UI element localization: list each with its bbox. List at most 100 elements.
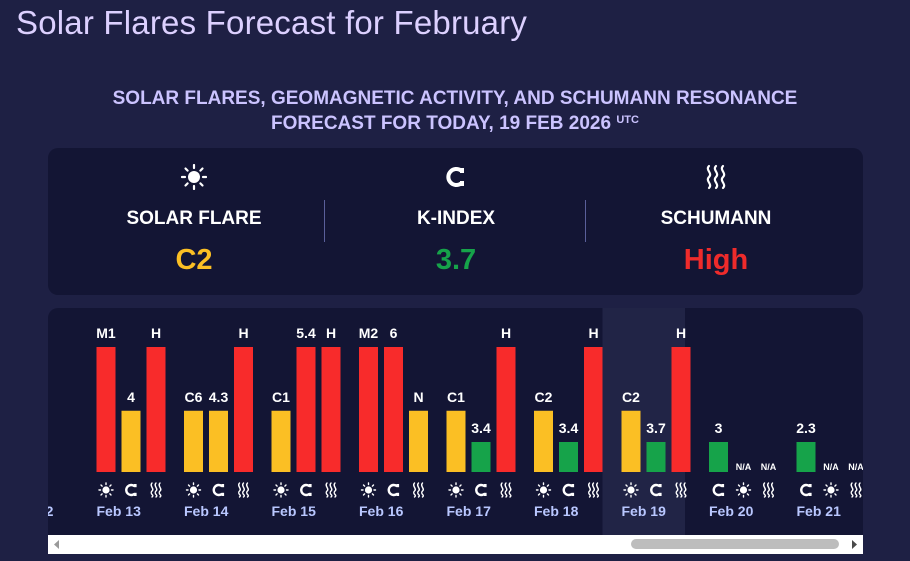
bar-kindex: [296, 347, 316, 472]
bar-value-label: C2: [535, 389, 553, 405]
bar-value-label: 4: [127, 389, 135, 405]
magnet-icon: [212, 483, 225, 497]
date-label: Feb 21: [797, 503, 842, 519]
bar-solar: [534, 410, 553, 472]
date-label: Feb 12: [48, 503, 54, 519]
bar-value-label: H: [326, 325, 336, 341]
waves-icon: [412, 482, 425, 498]
bar-value-label: 6: [390, 325, 398, 341]
waves-icon: [237, 482, 250, 498]
date-label: Feb 13: [97, 503, 142, 519]
k-index-stat: K-INDEX 3.7: [320, 148, 592, 295]
forecast-chart-svg: H Feb 12 M1 4 H Feb 13 C6 4.3 H Feb 14 C1 5.4 H Feb 1…: [48, 308, 863, 535]
k-index-label: K-INDEX: [416, 208, 496, 229]
today-highlight: [602, 308, 685, 535]
bar-schumann: [321, 347, 341, 472]
bar-value-label: H: [588, 325, 598, 341]
bar-solar: [446, 410, 466, 472]
bar-value-label: 3.4: [559, 420, 579, 436]
waves-icon: [325, 482, 337, 498]
bar-value-label: N/A: [848, 462, 863, 472]
magnet-icon: [475, 483, 487, 497]
date-label: Feb 20: [709, 503, 754, 519]
forecast-subtitle: SOLAR FLARES, GEOMAGNETIC ACTIVITY, AND …: [0, 86, 910, 136]
solar-flare-value: C2: [175, 244, 213, 276]
bar-schumann: [584, 347, 603, 472]
waves-icon: [850, 482, 862, 498]
sun-icon: [448, 482, 464, 498]
bar-solar: [359, 347, 378, 472]
sun-icon: [623, 482, 639, 498]
bar-solar: [621, 410, 641, 472]
bar-solar: [96, 347, 116, 472]
bar-schumann: [146, 347, 166, 472]
bar-kindex: [646, 442, 666, 472]
bar-kindex: [209, 410, 228, 472]
bar-solar: [184, 410, 203, 472]
scroll-left-arrow[interactable]: [50, 537, 64, 552]
bar-value-label: C6: [185, 389, 203, 405]
sun-icon: [360, 482, 377, 498]
page-title: Solar Flares Forecast for February: [16, 4, 528, 41]
bar-kindex: [559, 442, 578, 472]
waves-icon: [762, 482, 775, 498]
solar-flare-label: SOLAR FLARE: [126, 208, 262, 229]
schumann-stat: SCHUMANN High: [580, 148, 852, 295]
forecast-chart[interactable]: H Feb 12 M1 4 H Feb 13 C6 4.3 H Feb 14 C1 5.4 H Feb 1…: [48, 308, 863, 535]
magnet-icon: [320, 162, 592, 192]
bar-schumann: [496, 347, 516, 472]
subtitle-line-2: FORECAST FOR TODAY, 19 FEB 2026 UTC: [0, 111, 910, 136]
bar-value-label: M2: [359, 325, 379, 341]
date-label: Feb 14: [184, 503, 229, 519]
bar-value-label: 3: [715, 420, 723, 436]
bar-schumann: [671, 347, 691, 472]
sun-icon: [98, 482, 114, 498]
sun-icon: [823, 482, 839, 498]
date-label: Feb 15: [272, 503, 317, 519]
bar-value-label: C2: [622, 389, 640, 405]
magnet-icon: [712, 483, 725, 497]
sun-icon: [58, 162, 330, 192]
magnet-icon: [650, 483, 662, 497]
waves-icon: [150, 482, 162, 498]
waves-icon: [675, 482, 687, 498]
solar-flare-stat: SOLAR FLARE C2: [58, 148, 330, 295]
magnet-icon: [300, 483, 312, 497]
bar-value-label: N: [413, 389, 423, 405]
date-label: Feb 19: [622, 503, 667, 519]
bar-solar: [271, 410, 291, 472]
bar-value-label: N/A: [823, 462, 839, 472]
bar-kindex: [709, 442, 728, 472]
bar-kindex: [121, 410, 141, 472]
magnet-icon: [125, 483, 137, 497]
bar-kindex: [471, 442, 491, 472]
bar-value-label: 3.7: [646, 420, 666, 436]
date-label: Feb 16: [359, 503, 404, 519]
bar-value-label: H: [501, 325, 511, 341]
bar-value-label: N/A: [761, 462, 777, 472]
schumann-value: High: [683, 244, 749, 276]
bar-value-label: 3.4: [471, 420, 491, 436]
subtitle-date: FORECAST FOR TODAY, 19 FEB 2026: [271, 113, 612, 134]
magnet-icon: [800, 483, 812, 497]
horizontal-scrollbar[interactable]: [48, 535, 863, 554]
sun-icon: [735, 482, 752, 498]
sun-icon: [535, 482, 552, 498]
bar-value-label: 5.4: [296, 325, 316, 341]
magnet-icon: [562, 483, 575, 497]
summary-panel: SOLAR FLARE C2 K-INDEX 3.7 SCHUMANN: [48, 148, 863, 295]
bar-value-label: 2.3: [796, 420, 816, 436]
magnet-icon: [387, 483, 400, 497]
scroll-right-arrow[interactable]: [847, 537, 861, 552]
sun-icon: [185, 482, 202, 498]
bar-kindex: [384, 347, 403, 472]
scrollbar-thumb[interactable]: [631, 539, 839, 549]
waves-icon: [580, 162, 852, 192]
bar-value-label: N/A: [736, 462, 752, 472]
k-index-value: 3.7: [435, 244, 477, 276]
date-label: Feb 17: [447, 503, 492, 519]
divider: [324, 200, 325, 242]
utc-label: UTC: [616, 114, 639, 126]
bar-value-label: H: [151, 325, 161, 341]
divider: [585, 200, 586, 242]
